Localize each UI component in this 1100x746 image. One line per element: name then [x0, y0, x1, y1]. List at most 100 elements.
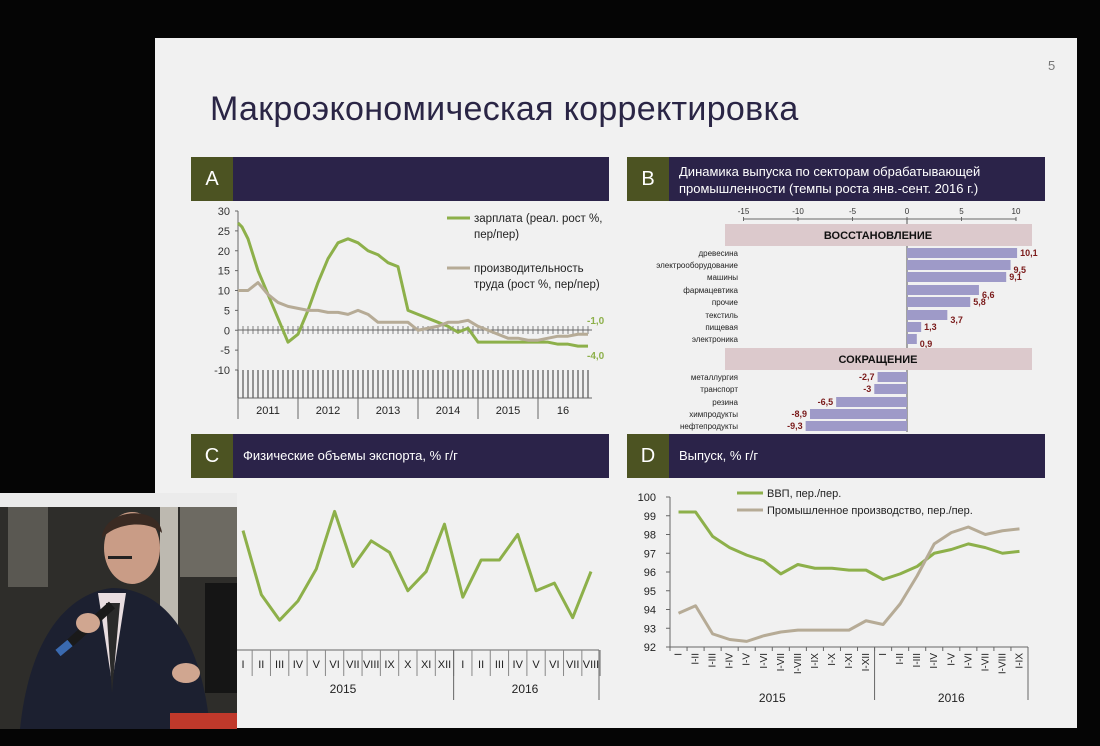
- month-label: I-IX: [810, 653, 821, 669]
- month-label: II: [478, 659, 484, 671]
- month-label: VI: [329, 659, 339, 671]
- panel-b-title-line2: промышленности (темпы роста янв.-сент. 2…: [679, 181, 979, 196]
- month-label: I: [241, 659, 244, 671]
- series-line-wage: [236, 221, 588, 348]
- category-label: транспорт: [700, 385, 738, 394]
- legend-label: ВВП, пер./пер.: [767, 488, 841, 500]
- month-label: VIII: [583, 659, 600, 671]
- month-label: I-VIII: [793, 653, 804, 674]
- y-tick-label: 92: [644, 642, 656, 654]
- series-line-exports: [241, 509, 593, 622]
- month-label: I-II: [691, 653, 702, 665]
- month-label: I-XI: [844, 653, 855, 669]
- y-tick-label: 15: [218, 266, 230, 278]
- month-label: I: [461, 659, 464, 671]
- group-header-label: ВОССТАНОВЛЕНИЕ: [824, 230, 932, 242]
- series-line-productivity: [238, 281, 588, 342]
- month-label: I-VII: [980, 653, 991, 671]
- category-label: пищевая: [705, 323, 738, 332]
- y-tick-label: 25: [218, 226, 230, 238]
- legend-label: пер/пер): [474, 229, 519, 241]
- panel-c-header: C Физические объемы экспорта, % г/г: [191, 434, 609, 478]
- panel-d-header: D Выпуск, % г/г: [627, 434, 1045, 478]
- month-label: I-IX: [1014, 653, 1025, 669]
- value-label: -3: [863, 384, 871, 394]
- month-label: XII: [438, 659, 451, 671]
- category-label: древесина: [698, 249, 738, 258]
- bar: [907, 272, 1007, 282]
- group-header-bg: [725, 348, 1032, 370]
- bar: [907, 322, 922, 332]
- y-tick-label: 99: [644, 511, 656, 523]
- category-label: текстиль: [705, 311, 738, 320]
- month-label: XI: [421, 659, 431, 671]
- month-label: I-III: [912, 653, 923, 667]
- x-tick-label: 0: [905, 207, 910, 216]
- y-tick-label: 10: [218, 286, 230, 298]
- month-label: III: [275, 659, 284, 671]
- category-label: электрооборудование: [656, 261, 738, 270]
- panel-c-title: Физические объемы экспорта, % г/г: [243, 448, 458, 463]
- month-label: I: [878, 653, 889, 656]
- value-label: 1,3: [924, 322, 937, 332]
- year-label: 16: [557, 405, 569, 417]
- value-label: 3,7: [950, 315, 963, 325]
- series-line-industry: [677, 525, 1020, 643]
- month-label: VI: [549, 659, 559, 671]
- y-tick-label: 96: [644, 567, 656, 579]
- y-tick-label: 0: [224, 325, 230, 337]
- month-label: VII: [566, 659, 579, 671]
- month-label: III: [495, 659, 504, 671]
- category-label: химпродукты: [689, 410, 738, 419]
- month-label: I-XII: [861, 653, 872, 671]
- year-label: 2012: [316, 405, 340, 417]
- legend-label: труда (рост %, пер/пер): [474, 279, 600, 291]
- month-label: I-III: [708, 653, 719, 667]
- bar: [805, 421, 907, 431]
- legend-label: производительность: [474, 263, 584, 275]
- month-label: IX: [384, 659, 395, 671]
- y-tick-label: -10: [214, 365, 230, 377]
- category-label: металлургия: [691, 373, 738, 382]
- month-label: II: [258, 659, 264, 671]
- value-label: -8,9: [791, 409, 807, 419]
- bar: [836, 397, 907, 407]
- year-label: 2014: [436, 405, 460, 417]
- month-label: IV: [513, 659, 524, 671]
- bar: [907, 297, 971, 307]
- end-label-wage: -4,0: [587, 351, 605, 362]
- group-header-label: СОКРАЩЕНИЕ: [839, 354, 918, 366]
- category-label: фармацевтика: [683, 286, 738, 295]
- month-label: X: [404, 659, 412, 671]
- value-label: 5,8: [973, 297, 986, 307]
- legend-label: зарплата (реал. рост %,: [474, 213, 602, 225]
- panel-a-letter: A: [191, 157, 233, 201]
- group-header-bg: [725, 224, 1032, 246]
- series-line-gdp: [678, 510, 1020, 581]
- y-tick-label: 95: [644, 586, 656, 598]
- year-label: 2015: [330, 682, 357, 696]
- value-label: 9,1: [1009, 272, 1022, 282]
- month-label: IV: [293, 659, 304, 671]
- bar: [877, 372, 907, 382]
- y-tick-label: -5: [220, 345, 230, 357]
- year-label: 2015: [496, 405, 520, 417]
- page-number: 5: [1048, 58, 1056, 73]
- month-label: I-X: [827, 653, 838, 666]
- x-tick-label: 10: [1012, 207, 1021, 216]
- value-label: 9,5: [1014, 265, 1027, 275]
- month-label: V: [532, 659, 540, 671]
- panel-b-header: B Динамика выпуска по секторам обрабатыв…: [627, 157, 1045, 201]
- month-label: I-VIII: [997, 653, 1008, 674]
- month-label: VIII: [363, 659, 380, 671]
- year-label: 2015: [759, 691, 786, 705]
- value-label: 0,9: [920, 339, 933, 349]
- speaker-video-overlay: [0, 493, 237, 729]
- bar: [907, 260, 1011, 270]
- category-label: машины: [707, 273, 738, 282]
- panel-a-header: A: [191, 157, 609, 201]
- y-tick-label: 97: [644, 548, 656, 560]
